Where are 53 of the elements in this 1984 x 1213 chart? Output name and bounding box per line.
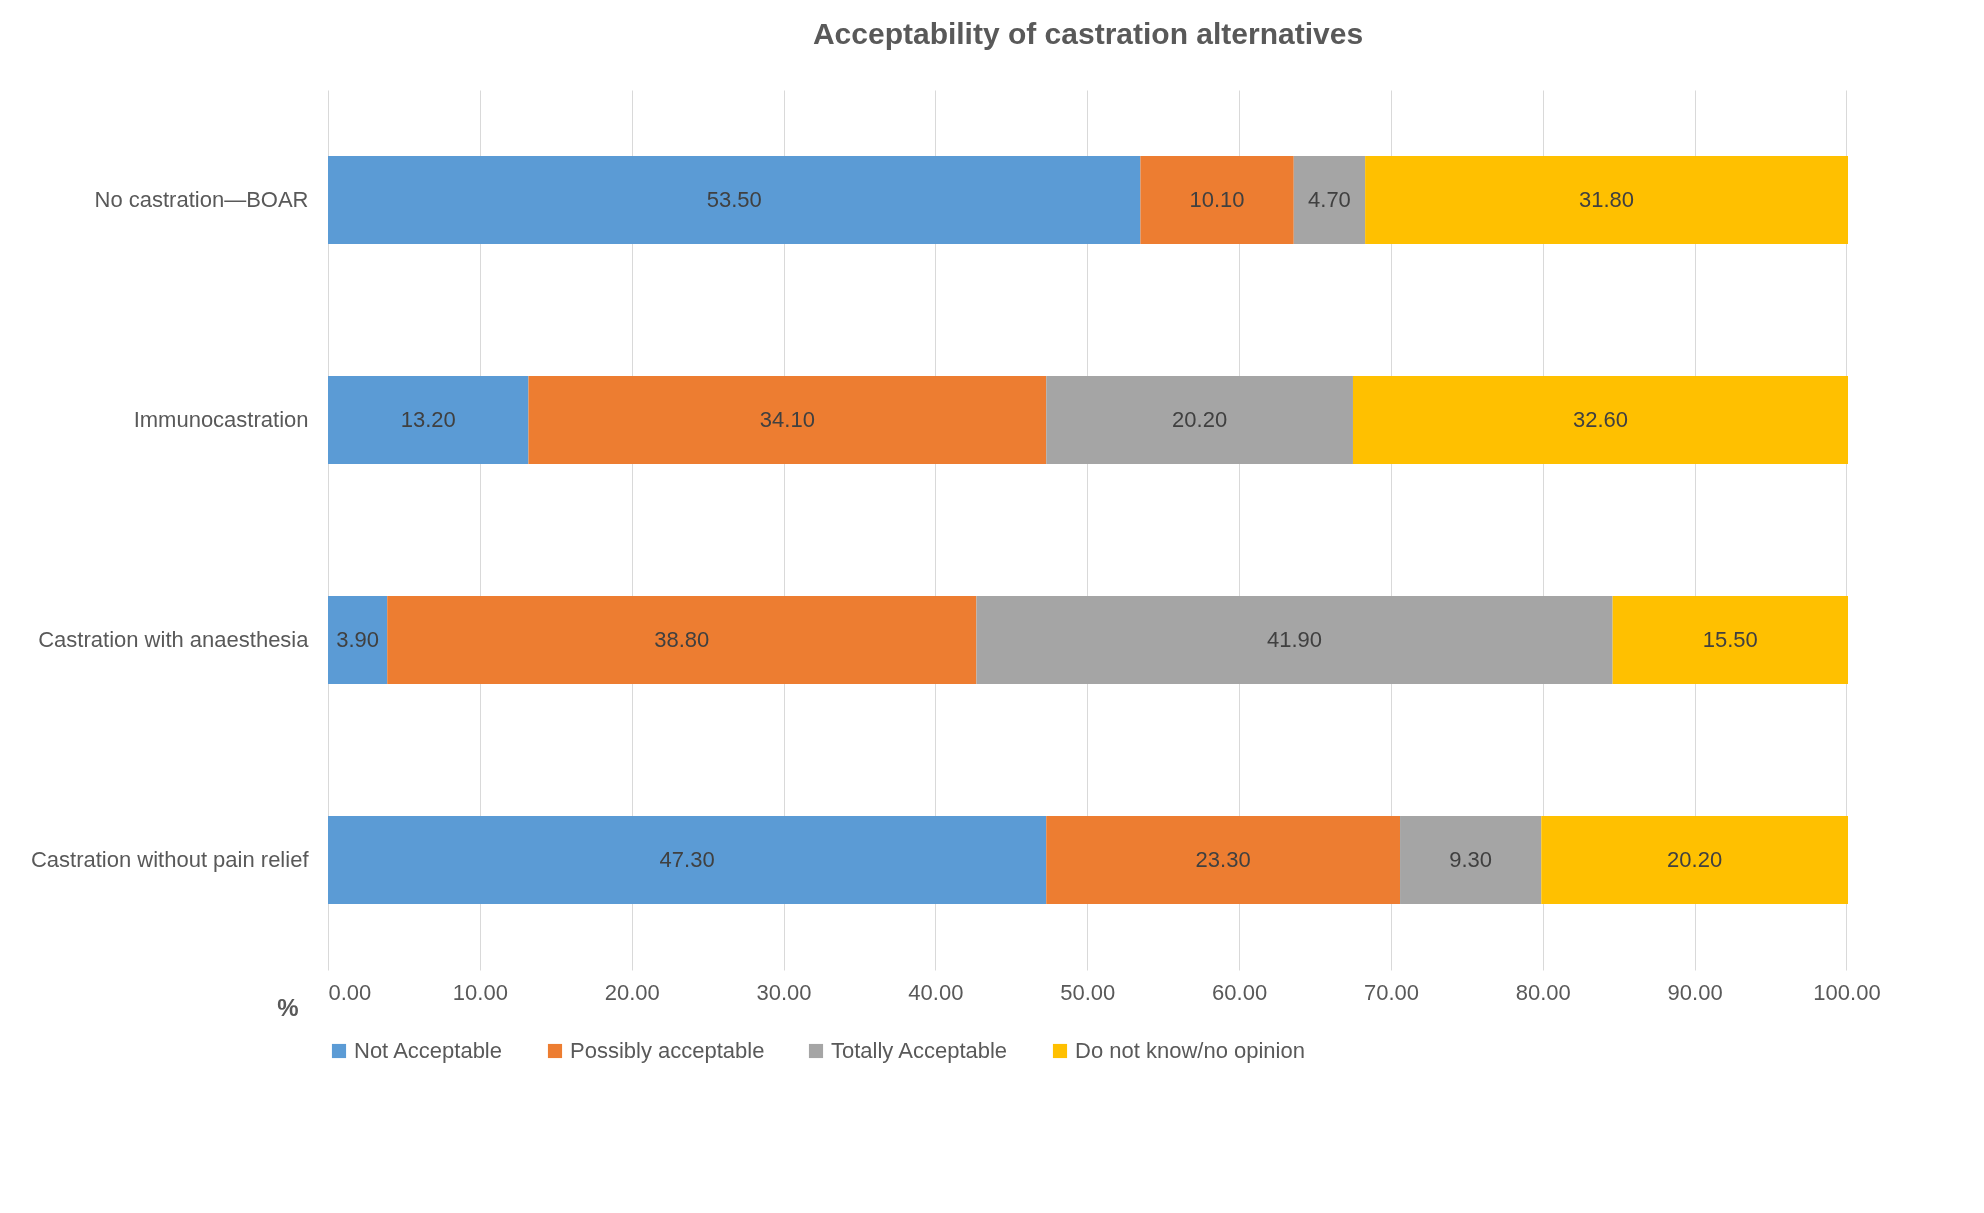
data-label: 3.90 bbox=[336, 627, 380, 652]
data-label: 32.60 bbox=[1572, 407, 1629, 432]
data-label: 4.70 bbox=[1308, 187, 1351, 212]
data-label: 9.30 bbox=[1449, 847, 1493, 872]
y-tick-label: Castration without pain relief bbox=[30, 847, 310, 872]
x-axis-title: % bbox=[277, 993, 299, 1021]
bar bbox=[328, 596, 388, 684]
x-tick-label: 60.00 bbox=[1212, 979, 1268, 1005]
bar bbox=[1400, 816, 1542, 904]
bar bbox=[976, 596, 1613, 684]
bar bbox=[1140, 156, 1294, 244]
bar bbox=[328, 376, 529, 464]
y-tick-label: Castration with anaesthesia bbox=[38, 627, 310, 652]
y-tick-label: Immunocastration bbox=[133, 407, 309, 432]
data-label: 23.30 bbox=[1195, 847, 1251, 872]
x-tick-label: 80.00 bbox=[1515, 979, 1571, 1005]
data-label: 20.20 bbox=[1172, 407, 1228, 432]
x-tick-label: 10.00 bbox=[452, 979, 508, 1005]
legend-label: Possibly acceptable bbox=[570, 1038, 765, 1063]
data-label: 13.20 bbox=[400, 407, 456, 432]
x-tick-label: 30.00 bbox=[756, 979, 812, 1005]
x-tick-label: 40.00 bbox=[908, 979, 964, 1005]
y-tick-label: No castration—BOAR bbox=[94, 187, 309, 212]
x-tick-label: 70.00 bbox=[1363, 979, 1419, 1005]
data-label: 10.10 bbox=[1189, 187, 1245, 212]
data-label: 20.20 bbox=[1667, 847, 1723, 872]
bar bbox=[1293, 156, 1366, 244]
data-label: 53.50 bbox=[706, 187, 762, 212]
bar bbox=[1046, 816, 1401, 904]
x-tick-label: 90.00 bbox=[1667, 979, 1723, 1005]
data-label: 31.80 bbox=[1579, 187, 1635, 212]
bar bbox=[1046, 376, 1353, 464]
legend-label: Do not know/no opinion bbox=[1075, 1038, 1305, 1063]
bar bbox=[1365, 156, 1848, 244]
data-label: 47.30 bbox=[659, 847, 715, 872]
bar bbox=[328, 816, 1047, 904]
data-label: 41.90 bbox=[1266, 627, 1323, 652]
data-label: 15.50 bbox=[1702, 627, 1758, 652]
bar bbox=[528, 376, 1047, 464]
bar bbox=[1612, 596, 1848, 684]
x-tick-label: 100.00 bbox=[1813, 979, 1881, 1005]
bar bbox=[387, 596, 977, 684]
x-tick-label: 50.00 bbox=[1060, 979, 1116, 1005]
chart-title: Acceptability of castration alternatives bbox=[812, 17, 1364, 50]
x-tick-label: 0.00 bbox=[328, 979, 372, 1005]
bar bbox=[1541, 816, 1848, 904]
data-label: 34.10 bbox=[759, 407, 815, 432]
legend-label: Totally Acceptable bbox=[831, 1038, 1008, 1063]
data-label: 38.80 bbox=[654, 627, 710, 652]
legend-label: Not Acceptable bbox=[354, 1038, 502, 1063]
bar bbox=[1352, 376, 1848, 464]
bar bbox=[328, 156, 1141, 244]
x-tick-label: 20.00 bbox=[604, 979, 660, 1005]
